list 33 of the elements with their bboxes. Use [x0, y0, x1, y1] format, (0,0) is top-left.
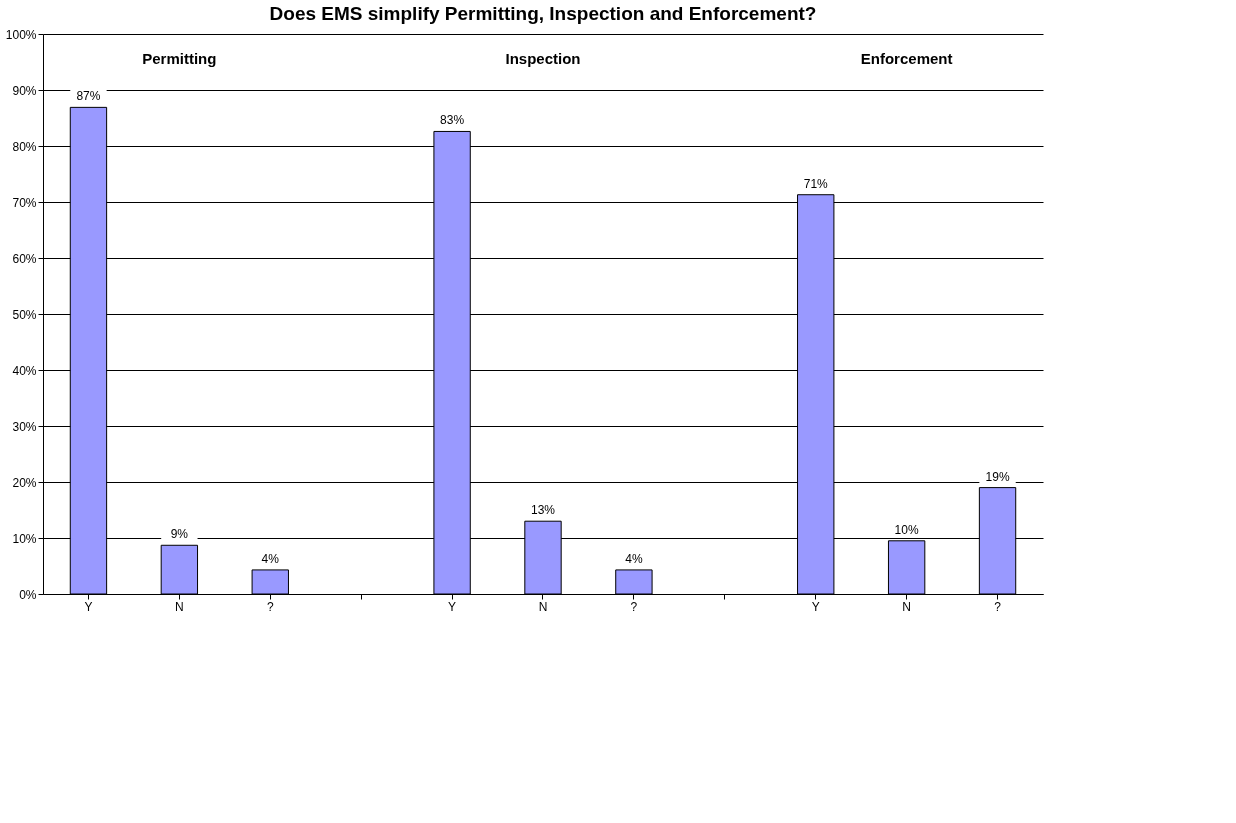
- x-tick-label: N: [538, 599, 548, 614]
- data-label: 13%: [530, 503, 556, 518]
- y-tick-label: 60%: [12, 251, 37, 266]
- y-tick-label: 50%: [12, 307, 37, 322]
- annotation: Enforcement: [860, 50, 953, 67]
- data-label: 9%: [170, 527, 189, 542]
- x-tick-label: ?: [994, 599, 1002, 614]
- data-label: 4%: [625, 551, 643, 566]
- y-tick-label: 40%: [12, 363, 37, 378]
- data-label: 10%: [894, 522, 919, 537]
- x-tick-label: Y: [448, 599, 457, 614]
- x-tick-label: Y: [84, 599, 93, 614]
- data-label: 87%: [76, 89, 101, 104]
- data-label: 83%: [440, 113, 465, 128]
- annotation: Inspection: [505, 50, 581, 67]
- annotation: Permitting: [142, 50, 217, 67]
- x-tick-label: Y: [811, 599, 820, 614]
- y-tick-label: 70%: [12, 195, 37, 210]
- y-tick-label: 90%: [12, 83, 37, 98]
- x-tick-label: ?: [266, 599, 274, 614]
- y-tick-label: 10%: [12, 531, 37, 546]
- y-tick-label: 80%: [12, 139, 37, 154]
- x-tick-label: N: [902, 599, 911, 614]
- x-tick-label: N: [175, 599, 184, 614]
- x-tick-label: ?: [630, 599, 638, 614]
- data-label: 71%: [803, 176, 829, 191]
- y-tick-label: 20%: [12, 475, 37, 490]
- y-tick-label: 30%: [12, 419, 37, 434]
- y-tick-label: 100%: [5, 27, 37, 42]
- data-label: 4%: [261, 551, 280, 566]
- chart-title: Does EMS simplify Permitting, Inspection and Enforcement?: [269, 3, 817, 24]
- data-label: 19%: [985, 469, 1010, 484]
- y-tick-label: 0%: [19, 587, 37, 602]
